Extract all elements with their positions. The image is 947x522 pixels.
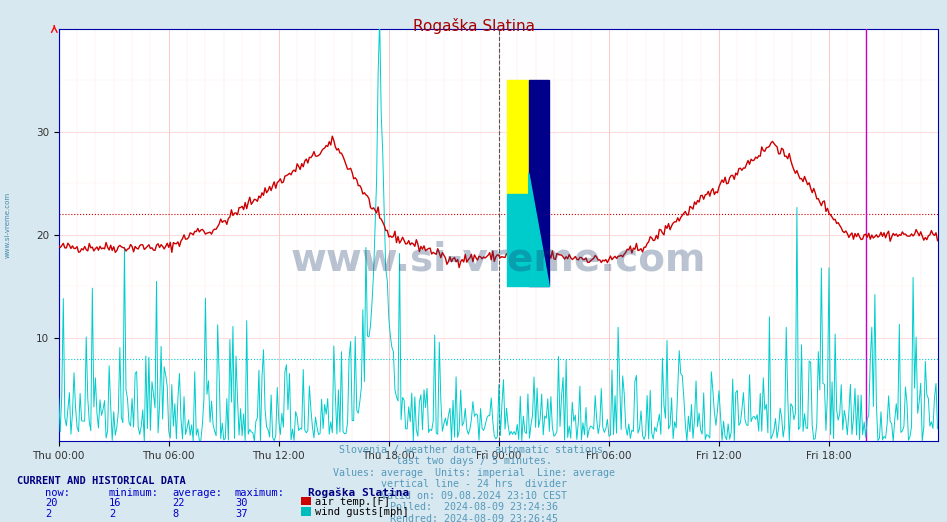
Polygon shape: [528, 173, 549, 287]
Text: Valid on: 09.08.2024 23:10 CEST: Valid on: 09.08.2024 23:10 CEST: [381, 491, 566, 501]
Text: average:: average:: [172, 488, 223, 498]
Text: last two days / 5 minutes.: last two days / 5 minutes.: [396, 456, 551, 466]
Text: www.si-vreme.com: www.si-vreme.com: [291, 241, 706, 279]
Text: vertical line - 24 hrs  divider: vertical line - 24 hrs divider: [381, 479, 566, 489]
Text: Rendred: 2024-08-09 23:26:45: Rendred: 2024-08-09 23:26:45: [389, 514, 558, 522]
Bar: [507, 80, 528, 194]
Text: 2: 2: [109, 509, 116, 519]
Text: wind gusts[mph]: wind gusts[mph]: [315, 507, 409, 517]
Text: maximum:: maximum:: [235, 488, 285, 498]
Bar: [507, 194, 528, 287]
Text: Polled:  2024-08-09 23:24:36: Polled: 2024-08-09 23:24:36: [389, 502, 558, 512]
Text: Values: average  Units: imperial  Line: average: Values: average Units: imperial Line: av…: [332, 468, 615, 478]
Text: Slovenia / weather data - automatic stations.: Slovenia / weather data - automatic stat…: [338, 445, 609, 455]
Text: air temp.[F]: air temp.[F]: [315, 496, 390, 507]
Text: Rogaška Slatina: Rogaška Slatina: [308, 488, 409, 498]
Text: 16: 16: [109, 499, 121, 508]
Text: Rogaška Slatina: Rogaška Slatina: [413, 18, 534, 34]
Text: now:: now:: [45, 488, 70, 498]
Text: minimum:: minimum:: [109, 488, 159, 498]
Text: 30: 30: [235, 499, 247, 508]
Text: 8: 8: [172, 509, 179, 519]
Text: 20: 20: [45, 499, 58, 508]
Text: CURRENT AND HISTORICAL DATA: CURRENT AND HISTORICAL DATA: [17, 477, 186, 487]
Text: 22: 22: [172, 499, 185, 508]
Text: 2: 2: [45, 509, 52, 519]
Text: www.si-vreme.com: www.si-vreme.com: [5, 192, 10, 257]
Bar: [528, 80, 549, 287]
Text: 37: 37: [235, 509, 247, 519]
